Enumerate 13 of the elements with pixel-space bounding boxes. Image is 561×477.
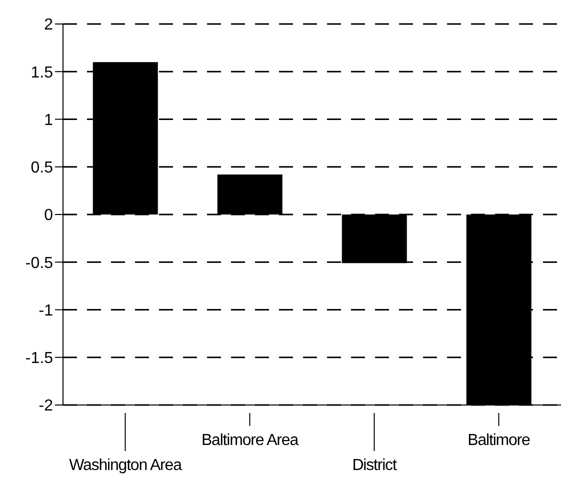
y-tick-label: 2 [44, 16, 54, 34]
x-tick-label: Baltimore Area [201, 432, 299, 449]
y-tick-label: 0 [44, 207, 54, 224]
x-tick-label: Washington Area [69, 457, 182, 474]
x-tick-label: Baltimore [468, 432, 531, 449]
y-tick-label: -0.5 [25, 254, 54, 272]
y-tick-label: -2 [38, 398, 54, 415]
y-tick-label: 1.5 [30, 64, 54, 82]
y-tick-label: 0.5 [30, 160, 54, 177]
x-tick-label: District [352, 457, 398, 474]
y-tick-label: -1 [38, 302, 54, 320]
y-tick-label: 1 [44, 112, 54, 129]
y-tick-label: -1.5 [25, 350, 54, 368]
